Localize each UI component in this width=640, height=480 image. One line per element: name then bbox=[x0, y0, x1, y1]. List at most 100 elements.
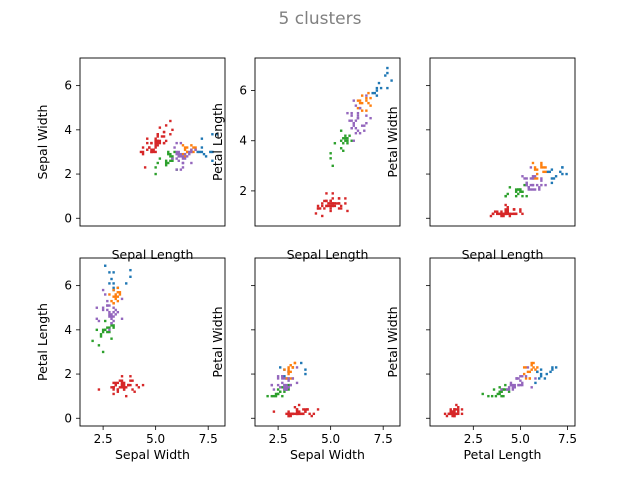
cluster-4-points bbox=[521, 166, 547, 191]
scatter-point bbox=[154, 146, 157, 149]
scatter-point bbox=[171, 128, 174, 132]
scatter-point bbox=[285, 388, 288, 391]
scatter-point bbox=[565, 172, 568, 176]
scatter-point bbox=[365, 94, 368, 97]
scatter-point bbox=[287, 414, 290, 418]
scatter-point bbox=[116, 286, 120, 290]
scatter-point bbox=[162, 135, 166, 138]
scatter-point bbox=[507, 388, 511, 391]
cluster-0-points bbox=[196, 133, 218, 162]
scatter-point bbox=[194, 148, 197, 151]
scatter-point bbox=[287, 412, 290, 416]
scatter-point bbox=[281, 386, 284, 389]
scatter-point bbox=[513, 386, 516, 389]
scatter-point bbox=[287, 383, 290, 387]
scatter-point bbox=[291, 366, 295, 369]
scatter-point bbox=[120, 317, 124, 320]
scatter-point bbox=[108, 304, 111, 307]
x-tick-label: 7.5 bbox=[374, 432, 393, 446]
scatter-point bbox=[120, 381, 124, 385]
scatter-point bbox=[350, 127, 353, 130]
scatter-point bbox=[331, 204, 334, 208]
scatter-point bbox=[342, 137, 345, 140]
scatter-point bbox=[114, 297, 117, 301]
scatter-point bbox=[192, 150, 195, 154]
scatter-point bbox=[356, 99, 360, 102]
scatter-point bbox=[110, 315, 113, 318]
scatter-point bbox=[356, 111, 360, 115]
scatter-point bbox=[521, 175, 524, 178]
x-axis-label: Sepal Width bbox=[115, 447, 190, 462]
scatter-point bbox=[146, 141, 149, 145]
scatter-point bbox=[285, 383, 288, 387]
scatter-point bbox=[502, 388, 505, 391]
x-tick-label: 2.5 bbox=[269, 432, 288, 446]
scatter-point bbox=[365, 121, 368, 125]
scatter-point bbox=[112, 386, 115, 389]
scatter-point bbox=[373, 91, 376, 95]
scatter-point bbox=[511, 386, 515, 389]
y-tick-label: 2 bbox=[64, 367, 72, 381]
scatter-point bbox=[354, 127, 358, 130]
scatter-point bbox=[534, 381, 537, 385]
scatter-point bbox=[356, 106, 360, 110]
scatter-point bbox=[522, 372, 526, 376]
scatter-point bbox=[116, 390, 120, 393]
scatter-point bbox=[175, 157, 178, 160]
y-tick-label: 6 bbox=[64, 279, 72, 293]
scatter-point bbox=[274, 392, 278, 396]
scatter-point bbox=[525, 177, 528, 180]
scatter-point bbox=[512, 208, 516, 211]
scatter-point bbox=[390, 79, 393, 82]
axes-frame bbox=[254, 257, 401, 427]
scatter-point bbox=[270, 394, 274, 398]
scatter-point bbox=[561, 172, 564, 176]
scatter-point bbox=[270, 383, 274, 387]
scatter-point bbox=[101, 330, 105, 334]
scatter-point bbox=[551, 368, 554, 371]
scatter-point bbox=[365, 99, 368, 102]
scatter-point bbox=[297, 403, 301, 407]
scatter-point bbox=[451, 412, 454, 416]
scatter-point bbox=[363, 129, 366, 132]
scatter-point bbox=[530, 368, 533, 371]
scatter-point bbox=[346, 139, 349, 142]
subplot-4: 2.5 5.0 7.5 0 2 4 6 Sepal Width Petal Length bbox=[35, 257, 226, 462]
scatter-point bbox=[150, 148, 153, 151]
scatter-point bbox=[120, 297, 124, 301]
scatter-point bbox=[181, 161, 185, 165]
scatter-point bbox=[289, 364, 292, 367]
scatter-point bbox=[202, 152, 206, 156]
scatter-point bbox=[99, 333, 103, 336]
scatter-point bbox=[337, 197, 341, 200]
scatter-point bbox=[116, 388, 120, 391]
scatter-point bbox=[540, 161, 543, 165]
scatter-point bbox=[455, 412, 458, 416]
scatter-point bbox=[504, 194, 507, 198]
scatter-point bbox=[457, 410, 460, 413]
scatter-point bbox=[321, 204, 324, 208]
scatter-point bbox=[453, 408, 456, 411]
scatter-point bbox=[358, 99, 362, 102]
scatter-point bbox=[346, 111, 349, 115]
scatter-point bbox=[498, 212, 501, 216]
scatter-point bbox=[504, 208, 507, 211]
scatter-point bbox=[274, 394, 278, 398]
axes-frame bbox=[79, 57, 226, 227]
scatter-point bbox=[549, 370, 552, 374]
scatter-point bbox=[451, 410, 454, 413]
scatter-point bbox=[198, 150, 201, 154]
scatter-point bbox=[285, 377, 288, 380]
axes-frame bbox=[79, 257, 226, 427]
scatter-point bbox=[304, 410, 307, 413]
scatter-point bbox=[533, 188, 537, 191]
scatter-point bbox=[112, 286, 115, 290]
scatter-point bbox=[112, 315, 115, 318]
scatter-point bbox=[152, 150, 155, 154]
scatter-point bbox=[354, 104, 358, 107]
scatter-point bbox=[519, 190, 522, 193]
scatter-point bbox=[112, 324, 115, 327]
scatter-point bbox=[339, 129, 343, 132]
cluster-4-points bbox=[270, 366, 299, 391]
scatter-point bbox=[360, 124, 364, 127]
